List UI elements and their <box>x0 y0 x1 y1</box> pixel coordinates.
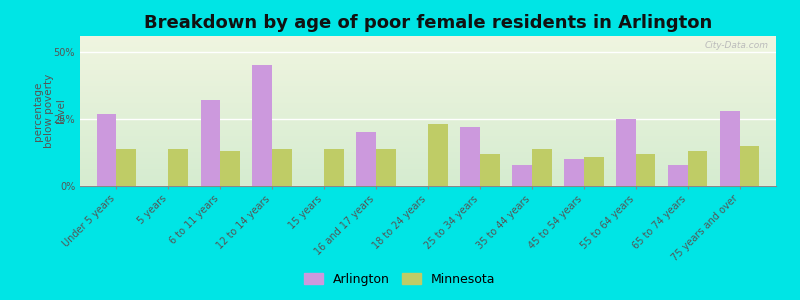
Bar <box>636 154 655 186</box>
Bar <box>428 124 448 186</box>
Bar <box>356 132 376 186</box>
Bar <box>564 159 584 186</box>
Bar <box>460 127 480 186</box>
Bar <box>168 148 188 186</box>
Bar <box>324 148 344 186</box>
Bar <box>720 111 740 186</box>
Bar <box>584 157 603 186</box>
Legend: Arlington, Minnesota: Arlington, Minnesota <box>299 268 501 291</box>
Bar <box>97 114 116 186</box>
Bar <box>532 148 552 186</box>
Bar <box>668 165 688 186</box>
Bar <box>220 151 240 186</box>
Bar <box>480 154 500 186</box>
Bar <box>116 148 136 186</box>
Bar <box>201 100 220 186</box>
Bar <box>616 119 636 186</box>
Bar <box>688 151 707 186</box>
Bar <box>253 65 272 186</box>
Bar <box>740 146 759 186</box>
Title: Breakdown by age of poor female residents in Arlington: Breakdown by age of poor female resident… <box>144 14 712 32</box>
Text: City-Data.com: City-Data.com <box>705 40 769 50</box>
Y-axis label: percentage
below poverty
level: percentage below poverty level <box>33 74 66 148</box>
Bar <box>376 148 396 186</box>
Bar <box>272 148 292 186</box>
Bar <box>512 165 532 186</box>
